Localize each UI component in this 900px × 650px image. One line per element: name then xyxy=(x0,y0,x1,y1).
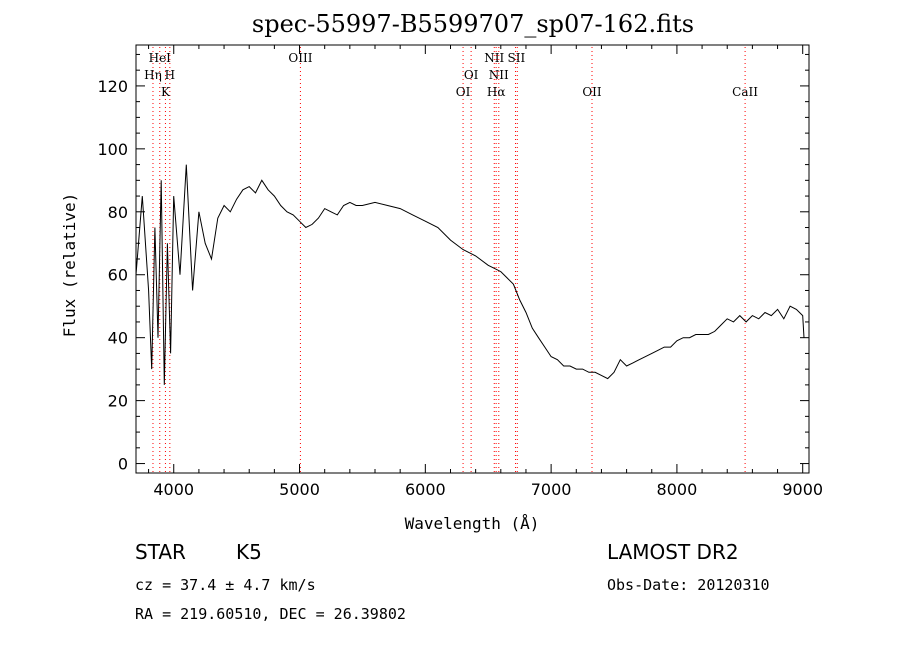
line-label: OII xyxy=(582,85,602,99)
line-label: Hη xyxy=(144,68,162,82)
y-tick-label: 120 xyxy=(97,77,128,96)
observation-date: Obs-Date: 20120310 xyxy=(607,576,770,594)
chart-title: spec-55997-B5599707_sp07-162.fits xyxy=(252,10,694,38)
y-tick-label: 60 xyxy=(108,266,128,285)
survey-name: LAMOST DR2 xyxy=(607,540,739,564)
line-label: OI xyxy=(456,85,471,99)
object-subclass: K5 xyxy=(236,540,262,564)
line-label: H xyxy=(165,68,175,82)
plot-frame xyxy=(135,44,810,474)
x-tick-label: 5000 xyxy=(279,480,320,499)
y-tick-label: 100 xyxy=(97,140,128,159)
x-axis-label: Wavelength (Å) xyxy=(405,514,540,533)
x-tick-label: 4000 xyxy=(153,480,194,499)
line-label: NII xyxy=(489,68,509,82)
line-label: OI xyxy=(464,68,479,82)
y-tick-label: 20 xyxy=(108,392,128,411)
coordinates: RA = 219.60510, DEC = 26.39802 xyxy=(135,605,406,623)
y-tick-label: 80 xyxy=(108,203,128,222)
redshift-velocity: cz = 37.4 ± 4.7 km/s xyxy=(135,576,316,594)
line-label: SII xyxy=(508,51,526,65)
line-label: K xyxy=(161,85,171,99)
x-tick-label: 8000 xyxy=(657,480,698,499)
object-class: STAR xyxy=(135,540,186,564)
x-tick-label: 7000 xyxy=(531,480,572,499)
line-label: Hα xyxy=(487,85,506,99)
y-tick-label: 40 xyxy=(108,329,128,348)
y-axis-label: Flux (relative) xyxy=(60,193,79,338)
line-label: HeI xyxy=(149,51,172,65)
line-label: CaII xyxy=(732,85,758,99)
spectrum-line xyxy=(135,164,805,385)
line-label: NII xyxy=(484,51,504,65)
y-tick-label: 0 xyxy=(118,455,128,474)
x-tick-label: 6000 xyxy=(405,480,446,499)
x-tick-label: 9000 xyxy=(782,480,823,499)
axes: 4000 5000 6000 7000 8000 9000 0 20 40 60 80 100 120 xyxy=(97,45,823,499)
emission-line-markers: HeI Hη HK OIII OI OI NII NII Hα SII OII CaII xyxy=(144,47,758,473)
line-label: OIII xyxy=(288,51,312,65)
